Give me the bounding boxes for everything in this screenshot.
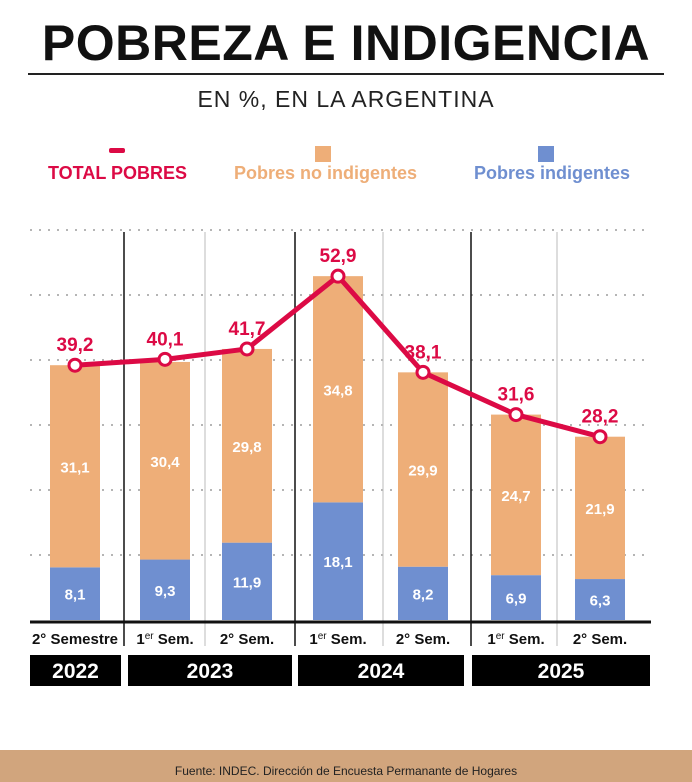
bar-no-indigentes <box>575 436 625 580</box>
data-label-total: 31,6 <box>498 385 535 406</box>
data-label-indigentes: 8,1 <box>65 587 86 604</box>
chart-title: POBREZA E INDIGENCIA <box>41 15 651 71</box>
bar-no-indigentes <box>222 348 272 543</box>
bar-indigentes <box>222 542 272 620</box>
data-label-no-indigentes: 30,4 <box>150 454 180 471</box>
data-label-total: 39,2 <box>57 335 94 356</box>
total-point <box>415 364 431 380</box>
data-label-indigentes: 8,2 <box>413 586 434 603</box>
footer-band <box>0 750 692 782</box>
chart-plot: 8,1 31,1 9,3 30,4 11,9 29,8 18,1 34,8 8,2 29,9 6,9… <box>30 229 651 686</box>
legend-total-label: TOTAL POBRES <box>48 163 188 183</box>
data-label-total: 38,1 <box>405 342 442 363</box>
total-point <box>508 407 524 423</box>
year-label: 2024 <box>358 660 405 683</box>
bar-no-indigentes <box>313 276 363 503</box>
chart-subtitle: EN %, EN LA ARGENTINA <box>197 86 495 112</box>
total-point <box>67 357 83 373</box>
data-label-no-indigentes: 29,9 <box>408 463 437 480</box>
source-note: Fuente: INDEC. Dirección de Encuesta Per… <box>174 764 518 778</box>
data-label-no-indigentes: 29,8 <box>232 439 261 456</box>
x-tick-label: 2° Sem. <box>573 631 627 648</box>
data-label-no-indigentes: 34,8 <box>323 382 352 399</box>
legend-indigentes-swatch <box>538 146 554 162</box>
bar-no-indigentes <box>398 372 448 567</box>
total-point <box>239 341 255 357</box>
year-label: 2025 <box>538 660 585 683</box>
data-label-indigentes: 11,9 <box>233 574 261 591</box>
total-point <box>592 429 608 445</box>
data-label-total: 28,2 <box>582 407 619 428</box>
x-tick-label: 2° Sem. <box>220 631 274 648</box>
bar-indigentes <box>50 567 100 620</box>
title-divider <box>28 73 664 75</box>
bar-no-indigentes <box>50 365 100 568</box>
data-label-no-indigentes: 24,7 <box>501 488 530 505</box>
data-label-no-indigentes: 31,1 <box>60 459 89 476</box>
data-label-total: 52,9 <box>320 246 357 267</box>
bar-no-indigentes <box>140 361 190 560</box>
year-box <box>472 655 650 686</box>
bar-indigentes <box>398 566 448 620</box>
data-label-indigentes: 18,1 <box>323 554 352 571</box>
data-label-indigentes: 6,3 <box>590 593 611 610</box>
x-tick-label: 2° Semestre <box>32 631 118 648</box>
data-label-no-indigentes: 21,9 <box>585 501 614 518</box>
data-label-indigentes: 6,9 <box>506 591 527 608</box>
bar-indigentes <box>313 502 363 620</box>
legend-no-indigentes-label: Pobres no indigentes <box>234 163 418 183</box>
year-box <box>30 655 121 686</box>
legend-indigentes-label: Pobres indigentes <box>474 163 631 183</box>
data-label-total: 41,7 <box>229 319 266 340</box>
x-tick-label: 2° Sem. <box>396 631 450 648</box>
total-point <box>330 268 346 284</box>
data-label-indigentes: 9,3 <box>155 583 176 600</box>
year-label: 2023 <box>187 660 234 683</box>
legend-total-swatch <box>109 148 125 153</box>
bar-indigentes <box>491 575 541 620</box>
total-point <box>157 351 173 367</box>
x-tick-label: 1er Sem. <box>309 631 366 648</box>
year-label: 2022 <box>52 660 99 683</box>
year-box <box>128 655 292 686</box>
x-tick-label: 1er Sem. <box>136 631 193 648</box>
bar-indigentes <box>575 579 625 620</box>
bar-indigentes <box>140 559 190 620</box>
data-label-total: 40,1 <box>147 329 184 350</box>
legend-no-indigentes-swatch <box>315 146 331 162</box>
year-box <box>298 655 464 686</box>
bar-no-indigentes <box>491 414 541 576</box>
x-tick-label: 1er Sem. <box>487 631 544 648</box>
